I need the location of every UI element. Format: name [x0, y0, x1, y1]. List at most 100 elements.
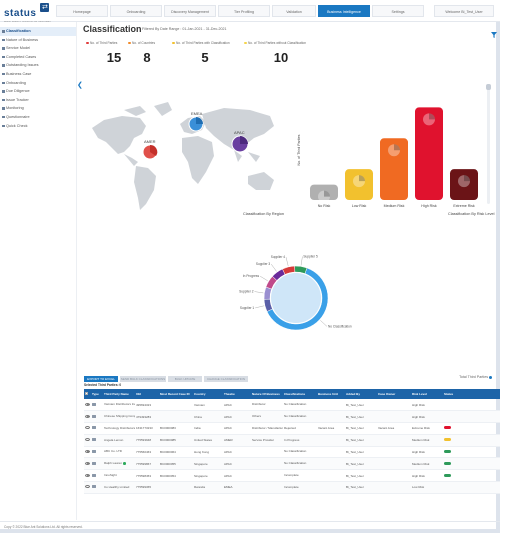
bar-no-risk[interactable] — [310, 184, 338, 200]
column-header[interactable]: UEI — [135, 389, 159, 399]
app-logo[interactable]: status⇄ RISK INTELLIGENCE PLATFORM — [4, 3, 50, 24]
eye-icon[interactable] — [85, 426, 90, 430]
donut-slice-6[interactable] — [294, 265, 308, 274]
third-party-name-link[interactable]: Ralph Lauren — [103, 457, 135, 471]
tab-discovery-management[interactable]: Discovery Management — [164, 5, 216, 17]
status-badge[interactable] — [444, 473, 451, 477]
country-cell: United States — [193, 434, 223, 447]
sidebar-bullet-icon — [2, 90, 5, 93]
tab-validation[interactable]: Validation — [272, 5, 316, 17]
user-menu[interactable]: Welcome Bi_Test_User — [434, 5, 494, 17]
donut-slice-1[interactable] — [263, 298, 273, 312]
column-header[interactable]: Theatre — [223, 389, 251, 399]
case-cell: BC0000064 — [159, 446, 193, 459]
third-party-name-link[interactable]: Angela Lemon — [103, 434, 135, 447]
top-nav-bar: status⇄ RISK INTELLIGENCE PLATFORM Homep… — [0, 0, 500, 24]
column-header[interactable]: Classifications — [283, 389, 317, 399]
eye-icon[interactable] — [85, 461, 90, 465]
chart-scrollbar[interactable] — [486, 84, 491, 204]
status-badge[interactable] — [444, 438, 451, 442]
chevron-left-icon[interactable]: ❮ — [77, 82, 83, 89]
column-header[interactable]: Business Unit — [317, 389, 345, 399]
sidebar-item-outstanding-issues[interactable]: Outstanding Issues — [0, 61, 76, 70]
bar-extreme-risk[interactable] — [450, 169, 478, 200]
table-row[interactable]: InnoSight 775598453 BC0000054 Singapore APAC… — [84, 469, 500, 483]
sidebar-item-service-model[interactable]: Service Model — [0, 44, 76, 53]
info-icon[interactable] — [489, 375, 492, 379]
sidebar-item-classification[interactable]: Classification — [0, 27, 76, 36]
third-party-name-link[interactable]: Chinese Shipping Company — [103, 410, 135, 424]
column-header[interactable]: Nature Of Business — [251, 389, 283, 399]
third-party-name-link[interactable]: InnoSight — [103, 469, 135, 483]
column-header[interactable]: Added By — [345, 389, 377, 399]
table-row[interactable]: Vietnam Distributors Inc 495694323 Vietnam… — [84, 399, 500, 412]
eye-icon[interactable] — [85, 485, 90, 489]
status-badge[interactable] — [444, 461, 451, 465]
bulk-update-button[interactable]: BULK UPDATE — [168, 376, 202, 382]
select-all-checkbox[interactable] — [85, 392, 88, 395]
third-party-name-link[interactable]: Vietnam Distributors Inc — [103, 399, 135, 412]
eye-icon[interactable] — [85, 473, 90, 477]
tab-homepage[interactable]: Homepage — [56, 5, 108, 17]
column-header[interactable]: Most Recent Case ID — [159, 389, 193, 399]
tab-settings[interactable]: Settings — [372, 5, 424, 17]
added-cell: Bi_Test_User — [345, 481, 377, 494]
column-header[interactable]: Case Owner — [377, 389, 411, 399]
sidebar-item-due-diligence[interactable]: Due Diligence — [0, 87, 76, 96]
table-row[interactable]: Technology Distributors Pvt1631773233BC0… — [84, 422, 500, 435]
filter-icon[interactable] — [491, 25, 497, 43]
tab-business-intelligence[interactable]: Business Intelligence — [318, 5, 370, 17]
tab-tier-profiling[interactable]: Tier Profiling — [218, 5, 270, 17]
bar-low-risk[interactable] — [345, 169, 373, 200]
uei-cell: 775599867 — [135, 457, 159, 471]
donut-leader-line — [260, 276, 268, 282]
export-excel-button[interactable]: EXPORT TO EXCEL — [84, 376, 118, 382]
change-classification-button[interactable]: CHANGE CLASSIFICATION — [204, 376, 248, 382]
table-row[interactable]: ABC Co. LTD 775560463 BC0000064 Hong Kong AP… — [84, 446, 500, 459]
status-badge[interactable] — [444, 426, 451, 430]
classification-donut-svg: No Classification Supplier 1 Supplier 2 In … — [239, 254, 352, 331]
column-header[interactable]: Status — [443, 389, 500, 399]
third-party-name-link[interactable]: Co Healthy Limited — [103, 481, 135, 494]
status-badge[interactable] — [444, 450, 451, 454]
uei-cell: 495694323 — [135, 399, 159, 412]
classification-cell: No Classification — [283, 446, 317, 459]
column-header[interactable]: Risk Level — [411, 389, 443, 399]
scroll-thumb[interactable] — [486, 84, 491, 90]
risk-cell: Low Risk — [411, 481, 443, 494]
country-cell: Rwanda — [193, 481, 223, 494]
eye-icon[interactable] — [85, 450, 90, 454]
risk-bar-chart: No. of Third Parties No Risk Low Risk Mediu… — [296, 80, 500, 220]
eye-icon[interactable] — [85, 414, 90, 418]
column-header[interactable]: Third Party Name — [103, 389, 135, 399]
eye-icon[interactable] — [85, 438, 90, 442]
send-bulk-button[interactable]: SEND BULK CLASSIFICATIONS — [120, 376, 166, 382]
table-row[interactable]: Ralph Lauren 775599867 BC0000055 Singapore A… — [84, 457, 500, 471]
sidebar-item-quick-check[interactable]: Quick Check — [0, 122, 76, 131]
third-party-name-link[interactable]: Technology Distributors Pvt — [103, 422, 135, 435]
table-row[interactable]: Co Healthy Limited 775599365 Rwanda EMEA Inc… — [84, 481, 500, 494]
bar-medium-risk[interactable] — [380, 138, 408, 200]
risk-cell: High Risk — [411, 410, 443, 424]
column-header[interactable] — [84, 389, 91, 399]
sidebar-item-onboarding[interactable]: Onboarding — [0, 79, 76, 88]
donut-slice-5[interactable] — [282, 265, 296, 275]
eye-icon[interactable] — [85, 402, 90, 406]
type-cell — [91, 457, 103, 471]
sidebar-item-monitoring[interactable]: Monitoring — [0, 104, 76, 113]
tab-onboarding[interactable]: Onboarding — [110, 5, 162, 17]
sidebar-item-issue-tracker[interactable]: Issue Tracker — [0, 96, 76, 105]
third-party-name-link[interactable]: ABC Co. LTD — [103, 446, 135, 459]
theatre-cell: APAC — [223, 469, 251, 483]
sidebar-item-completed-cases[interactable]: Completed Cases — [0, 53, 76, 62]
table-row[interactable]: Angela Lemon 775593948 BC0000085 United Sta… — [84, 434, 500, 447]
sidebar-item-questionnaire[interactable]: Questionnaire — [0, 113, 76, 122]
sidebar-item-nature-of-business[interactable]: Nature of Business — [0, 36, 76, 45]
column-header[interactable]: Type — [91, 389, 103, 399]
table-row[interactable]: Chinese Shipping Company479493283 ChinaAP… — [84, 410, 500, 424]
nature-cell — [251, 481, 283, 494]
theatre-cell: APAC — [223, 422, 251, 435]
sidebar-item-business-case[interactable]: Business Case — [0, 70, 76, 79]
bar-high-risk[interactable] — [415, 107, 443, 200]
column-header[interactable]: Country — [193, 389, 223, 399]
